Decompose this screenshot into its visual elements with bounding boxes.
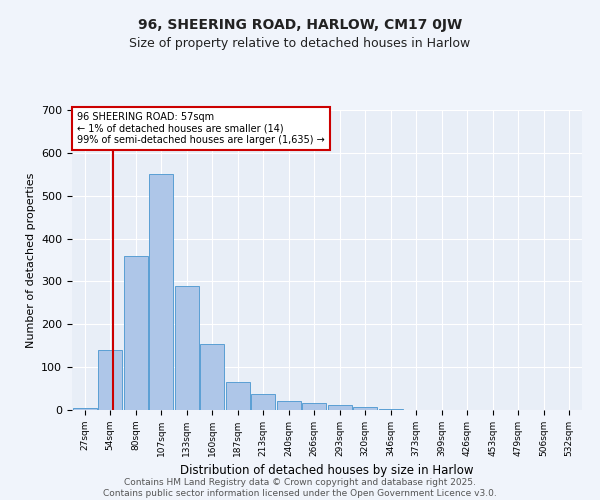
Bar: [98, 350, 122, 410]
Text: 96 SHEERING ROAD: 57sqm
← 1% of detached houses are smaller (14)
99% of semi-det: 96 SHEERING ROAD: 57sqm ← 1% of detached…: [77, 112, 325, 144]
Bar: [277, 400, 301, 410]
Bar: [73, 408, 97, 410]
Y-axis label: Number of detached properties: Number of detached properties: [26, 172, 35, 348]
Bar: [149, 174, 173, 410]
Bar: [226, 382, 250, 410]
Bar: [302, 402, 326, 410]
Bar: [124, 256, 148, 410]
Text: Size of property relative to detached houses in Harlow: Size of property relative to detached ho…: [130, 38, 470, 51]
Text: 96, SHEERING ROAD, HARLOW, CM17 0JW: 96, SHEERING ROAD, HARLOW, CM17 0JW: [138, 18, 462, 32]
Bar: [379, 409, 403, 410]
Bar: [251, 394, 275, 410]
X-axis label: Distribution of detached houses by size in Harlow: Distribution of detached houses by size …: [180, 464, 474, 477]
Text: Contains HM Land Registry data © Crown copyright and database right 2025.
Contai: Contains HM Land Registry data © Crown c…: [103, 478, 497, 498]
Bar: [353, 406, 377, 410]
Bar: [328, 405, 352, 410]
Bar: [200, 344, 224, 410]
Bar: [175, 286, 199, 410]
